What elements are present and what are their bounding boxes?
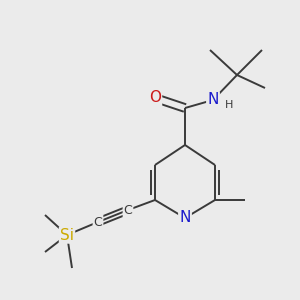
Text: Si: Si xyxy=(60,227,74,242)
Text: C: C xyxy=(124,203,132,217)
Text: H: H xyxy=(224,100,233,110)
Text: C: C xyxy=(94,215,102,229)
Text: N: N xyxy=(179,211,191,226)
Text: O: O xyxy=(149,91,161,106)
Text: N: N xyxy=(207,92,219,107)
